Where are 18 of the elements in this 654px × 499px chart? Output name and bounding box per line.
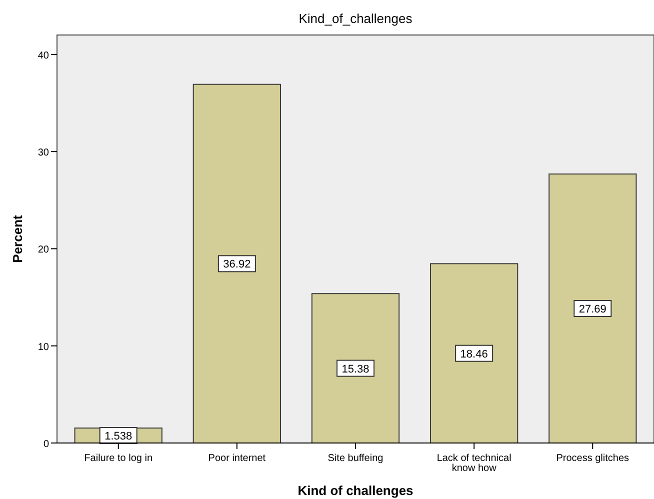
data-label: 18.46 [460, 348, 488, 360]
x-tick-label: Poor internet [208, 453, 266, 464]
x-axis-title: Kind of challenges [298, 483, 414, 498]
x-tick-label: Lack of technical know how [436, 453, 512, 474]
x-tick-label: Process glitches [556, 453, 630, 464]
y-tick-label: 0 [43, 439, 50, 450]
y-axis-title: Percent [10, 214, 25, 263]
x-tick-label: Site buffeing [328, 453, 384, 464]
data-label: 36.92 [223, 258, 251, 271]
x-tick-label: Failure to log in [84, 453, 153, 464]
y-tick-label: 30 [38, 148, 50, 159]
chart-title: Kind_of_challenges [298, 11, 413, 26]
y-tick-label: 20 [38, 244, 50, 256]
data-label: 1.538 [104, 430, 132, 443]
y-tick-label: 10 [38, 342, 50, 353]
data-label: 27.69 [578, 304, 606, 316]
data-label: 15.38 [342, 363, 370, 376]
y-tick-label: 40 [38, 50, 50, 62]
